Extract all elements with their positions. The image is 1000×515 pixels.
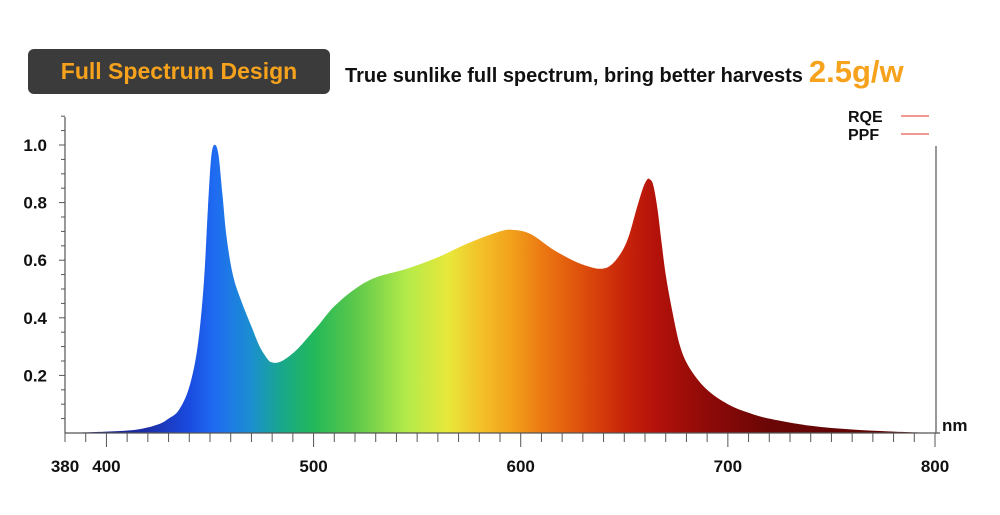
y-tick-label: 1.0 [23,136,47,155]
subtitle: True sunlike full spectrum, bring better… [345,65,803,87]
legend-label: PPF [848,127,879,144]
badge-label: Full Spectrum Design [60,58,298,84]
spectrum-area-layer [65,144,935,433]
y-tick-label: 0.6 [23,251,47,270]
x-tick-label: 380 [51,457,79,476]
efficacy-value: 2.5g/w [808,54,904,89]
x-tick-label: 600 [507,457,535,476]
y-tick-label: 0.2 [23,366,47,385]
headline: True sunlike full spectrum, bring better… [345,54,904,90]
x-tick-label: 700 [714,457,742,476]
axes-layer: 0.2 0.4 0.6 0.8 1.0 380 400 500 600 700 800 nm [23,115,968,476]
y-tick-label: 0.4 [23,309,47,328]
x-tick-label: 800 [921,457,949,476]
x-tick-label: 400 [92,457,120,476]
y-tick-label: 0.8 [23,194,47,213]
spectrum-area [65,144,935,433]
legend-label: RQE [848,109,883,126]
x-tick-label: 500 [299,457,327,476]
title-badge: Full Spectrum Design [28,49,330,94]
x-axis-label: nm [942,416,968,435]
